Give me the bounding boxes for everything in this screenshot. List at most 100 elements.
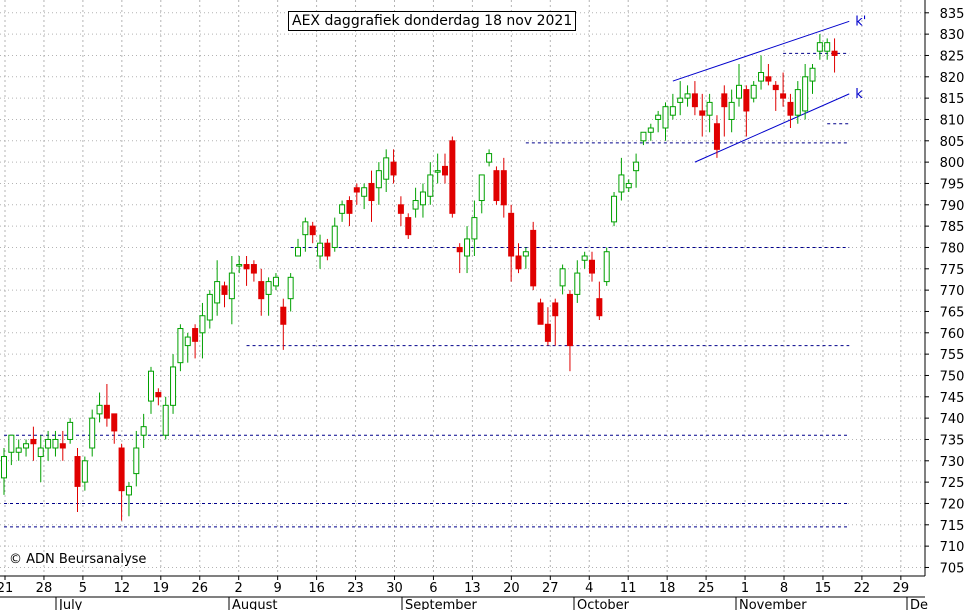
y-tick-label: 815 (940, 92, 965, 107)
candle-body (677, 97, 684, 103)
candle-body (787, 101, 794, 116)
candle-body (339, 204, 346, 214)
candle-body (640, 131, 647, 142)
candle-body (405, 217, 412, 236)
candle-body (530, 229, 537, 287)
x-tick-label: 5 (79, 581, 87, 596)
candle-body (699, 110, 706, 116)
candle-body (743, 89, 750, 112)
candle-body (81, 460, 88, 483)
candle-body (500, 170, 507, 206)
candle-body (67, 421, 74, 440)
candle-body (603, 251, 610, 283)
x-tick-label: 1 (741, 581, 749, 596)
x-tick-label: 13 (464, 581, 481, 596)
y-tick-label: 785 (940, 220, 965, 235)
month-label: August (232, 598, 278, 610)
candle-body (625, 182, 632, 189)
x-tick-label: 12 (114, 581, 131, 596)
y-tick-label: 740 (940, 412, 965, 427)
candles (1, 34, 838, 521)
candle-body (736, 84, 742, 99)
x-tick-label: 29 (893, 581, 910, 596)
month-label: July (58, 598, 83, 610)
candle-body (464, 238, 471, 257)
y-tick-label: 790 (940, 199, 965, 214)
month-label: De (910, 598, 928, 610)
y-tick-label: 825 (940, 49, 965, 64)
candle-body (750, 84, 757, 99)
y-tick-label: 715 (940, 519, 965, 534)
candle-body (1, 456, 7, 479)
x-tick-label: 9 (274, 581, 282, 596)
candle-body (581, 255, 588, 261)
candle-body (434, 170, 441, 173)
y-tick-label: 830 (940, 28, 965, 43)
x-tick-label: 16 (308, 581, 325, 596)
candle-body (706, 101, 713, 116)
candle-body (559, 268, 566, 287)
x-tick-label: 15 (815, 581, 832, 596)
candle-body (302, 221, 309, 236)
candle-body (515, 255, 522, 270)
candle-body (596, 298, 603, 317)
candle-body (765, 76, 772, 82)
candle-body (449, 140, 456, 214)
trendline (694, 93, 850, 163)
candle-body (493, 170, 500, 202)
candle-body (397, 204, 404, 214)
month-label: November (739, 598, 807, 610)
candle-body (618, 174, 625, 193)
y-tick-label: 720 (940, 497, 965, 512)
chart-title: AEX daggrafiek donderdag 18 nov 2021 (288, 11, 577, 31)
candle-body (250, 264, 257, 274)
candle-body (478, 174, 485, 202)
candle-body (272, 276, 279, 287)
candle-body (228, 272, 235, 300)
candle-body (758, 72, 765, 82)
candle-body (383, 157, 390, 180)
x-tick-label: 19 (153, 581, 170, 596)
y-tick-label: 755 (940, 348, 965, 363)
candle-body (831, 50, 838, 56)
y-tick-label: 760 (940, 327, 965, 342)
x-tick-label: 25 (698, 581, 715, 596)
trend-channel: k' k (672, 14, 866, 163)
candle-body (633, 161, 640, 172)
candle-body (170, 366, 177, 406)
candle-body (537, 302, 544, 325)
candle-body (74, 456, 81, 487)
candle-body (206, 293, 213, 321)
candle-body (662, 106, 669, 129)
x-tick-label: 26 (191, 581, 208, 596)
x-tick-label: 22 (854, 581, 871, 596)
x-tick-label: 23 (347, 581, 364, 596)
candle-body (59, 443, 66, 449)
candle-body (89, 417, 96, 449)
x-tick-label: 28 (36, 581, 53, 596)
trendline-label: k (855, 87, 863, 102)
candle-body (684, 93, 691, 99)
candle-body (140, 426, 147, 436)
candle-body (471, 217, 478, 240)
y-tick-label: 745 (940, 391, 965, 406)
candle-body (427, 174, 434, 197)
x-tick-label: 11 (620, 581, 637, 596)
y-tick-label: 770 (940, 284, 965, 299)
candle-body (258, 281, 265, 300)
candle-body (199, 315, 206, 334)
candle-body (544, 323, 551, 342)
candle-body (574, 272, 581, 295)
candle-body (118, 447, 125, 492)
candle-body (390, 161, 397, 176)
candle-body (809, 67, 816, 82)
candle-body (214, 281, 221, 304)
candle-body (691, 93, 698, 108)
candle-body (816, 42, 823, 52)
candle-body (317, 242, 324, 257)
candle-body (522, 251, 529, 257)
month-label: September (405, 598, 478, 610)
candle-body (647, 127, 654, 133)
candle-body (52, 438, 59, 449)
